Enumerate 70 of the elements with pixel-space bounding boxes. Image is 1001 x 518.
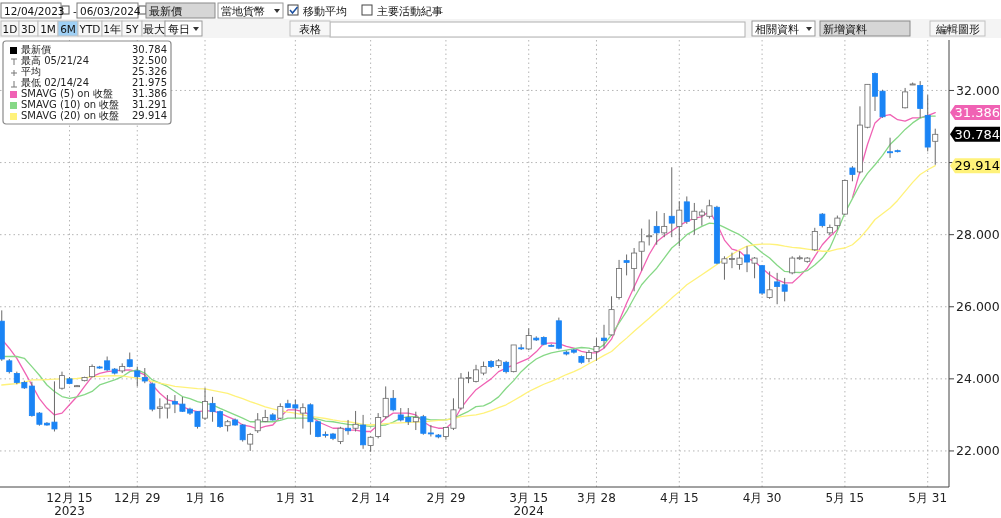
candlestick xyxy=(382,385,389,420)
candlestick xyxy=(631,247,638,292)
x-tick-label: 3月 15 2024 xyxy=(509,491,549,518)
text: 1年 xyxy=(103,22,121,35)
text: 1D xyxy=(2,22,18,35)
data-label: 29.914 xyxy=(954,158,1000,174)
candlestick xyxy=(601,324,607,349)
candlestick xyxy=(202,387,208,421)
text: 相關資料 xyxy=(755,22,799,35)
text: YTD xyxy=(78,22,101,35)
y-tick-label: 22.000 xyxy=(956,443,1000,459)
text: 平均 25.326 xyxy=(21,66,167,77)
text: 移動平均 xyxy=(303,4,347,17)
text: 6M xyxy=(60,22,76,35)
x-tick-label: 4月 15 xyxy=(659,491,699,505)
x-tick-label: 1月 16 xyxy=(185,491,225,505)
y-tick-label: 32.000 xyxy=(956,82,1000,98)
candlestick xyxy=(811,227,818,252)
candlestick xyxy=(352,410,359,432)
text: 30.784 xyxy=(954,127,1000,143)
candlestick xyxy=(766,270,773,300)
x-tick-label: 5月 15 xyxy=(825,491,865,505)
candlestick xyxy=(638,228,645,272)
text: 最低 02/14/24 21.975 xyxy=(21,77,167,88)
text: 編輯圖形 xyxy=(934,22,980,35)
text: 當地貨幣 xyxy=(221,4,265,17)
text: - xyxy=(73,4,77,17)
candlestick xyxy=(646,219,653,246)
annotation: 31.386 xyxy=(132,88,167,99)
y-tick-label: 28.000 xyxy=(956,227,1000,243)
x-tick-label: 12月 15 2023 xyxy=(46,491,93,518)
text: 最高 05/21/24 32.500 xyxy=(21,55,167,66)
data-label: 31.386 xyxy=(954,105,1000,121)
legend-label: SMAVG (20) on 收盤 xyxy=(21,110,120,121)
annotation: 31.291 xyxy=(132,99,167,110)
candlestick xyxy=(661,212,668,238)
x-tick-label: 4月 30 xyxy=(742,491,782,505)
text: 3D xyxy=(21,22,36,35)
candlestick xyxy=(412,411,419,431)
candlestick xyxy=(751,256,758,279)
text: 主要活動紀事 xyxy=(377,4,443,17)
text: 最大 xyxy=(142,22,165,35)
x-tick-label: 12月 29 xyxy=(114,491,161,505)
candlestick xyxy=(676,200,683,247)
text: 最新價 xyxy=(149,4,182,17)
text: 新增資料 xyxy=(823,22,867,35)
x-tick-label: 2月 14 xyxy=(351,491,390,505)
y-tick-label: 26.000 xyxy=(956,299,1000,315)
x-tick-label: 1月 31 xyxy=(276,491,315,505)
legend-label: SMAVG (10) on 收盤 xyxy=(21,99,120,110)
text: 06/03/2024 xyxy=(80,4,141,17)
text: 最新價 30.784 xyxy=(21,44,167,55)
x-tick-label: 5月 31 xyxy=(908,491,948,505)
annotation: 29.914 xyxy=(132,110,167,121)
y-tick-label: 24.000 xyxy=(956,371,1000,387)
x-tick-label: 3月 28 xyxy=(577,491,616,505)
legend-label: SMAVG (5) on 收盤 xyxy=(21,88,113,99)
text: 表格 xyxy=(299,22,321,35)
candlestick xyxy=(375,412,382,439)
x-tick-label: 2月 29 xyxy=(426,491,466,505)
candlestick xyxy=(134,366,141,387)
candlestick xyxy=(932,128,939,166)
text: 1M xyxy=(40,22,56,35)
candlestick xyxy=(593,337,600,362)
candlestick xyxy=(247,432,254,452)
candlestick xyxy=(59,371,65,391)
candlestick xyxy=(299,402,306,430)
text: 5Y xyxy=(125,22,140,35)
text: 每日 xyxy=(168,22,190,35)
text: 12/04/2023 xyxy=(4,4,65,17)
